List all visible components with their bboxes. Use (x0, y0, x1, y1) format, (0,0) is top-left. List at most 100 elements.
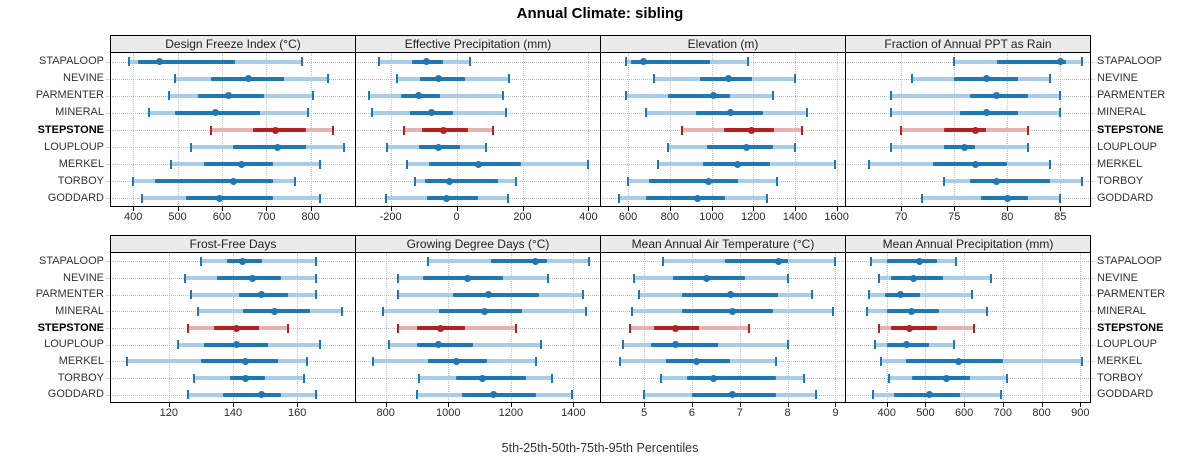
median-dot (640, 58, 648, 66)
axis-tick (1007, 207, 1009, 211)
whisker-cap-high (772, 91, 775, 101)
axis-tick (628, 207, 630, 211)
whisker-cap-low (174, 74, 177, 84)
station-label-right: STEPSTONE (1097, 123, 1164, 136)
panel-strip: Fraction of Annual PPT as Rain (845, 35, 1091, 53)
whisker-cap-low (190, 290, 193, 300)
axis-tick (835, 403, 837, 407)
whisker-cap-low (643, 390, 646, 400)
station-label-right: MERKEL (1097, 157, 1143, 170)
whisker-iqr (233, 145, 307, 150)
whisker-cap-low (879, 356, 882, 366)
station-label-left: MERKEL (58, 354, 104, 367)
station-label-left: STEPSTONE (37, 123, 104, 136)
median-dot (271, 126, 279, 134)
station-label-right: LOUPLOUP (1097, 338, 1157, 351)
gridline-stub-left (106, 278, 110, 279)
median-dot (242, 374, 250, 382)
whisker-cap-low (368, 91, 371, 101)
whisker-cap-low (426, 256, 429, 266)
panel-body (355, 53, 601, 207)
panel-strip: Mean Annual Precipitation (mm) (845, 235, 1091, 253)
whisker-iqr (155, 179, 273, 184)
axis-tick (836, 207, 838, 211)
gridline-h (847, 344, 1089, 346)
station-label-right: PARMENTER (1097, 89, 1166, 102)
whisker-cap-low (406, 159, 409, 169)
panel-title: Frost-Free Days (189, 237, 277, 251)
whisker-cap-low (384, 193, 387, 203)
panel-title: Fraction of Annual PPT as Rain (884, 37, 1052, 51)
whisker-cap-high (1027, 142, 1030, 152)
axis-tick (925, 403, 927, 407)
axis-tick-label: 70 (895, 211, 908, 223)
whisker-cap-low (167, 91, 170, 101)
axis-tick-label: 600 (212, 211, 232, 223)
whisker-cap-high (972, 323, 975, 333)
whisker-cap-high (491, 125, 494, 135)
axis-tick-label: 200 (513, 211, 532, 223)
gridline-stub-right (1091, 261, 1095, 263)
whisker-iqr (886, 259, 937, 264)
median-dot (273, 143, 281, 151)
whisker-iqr (996, 59, 1066, 64)
whisker-cap-high (986, 306, 989, 316)
station-label-right: TORBOY (1097, 174, 1144, 187)
gridline-v (297, 253, 299, 402)
axis-tick (711, 207, 713, 211)
median-dot (463, 274, 471, 282)
median-dot (271, 307, 279, 315)
whisker-cap-low (887, 373, 890, 383)
whisker-cap-high (1059, 91, 1062, 101)
whisker-cap-high (793, 74, 796, 84)
median-dot (702, 274, 710, 282)
gridline-v (168, 253, 170, 402)
axis-tick (964, 403, 966, 407)
whisker-cap-low (372, 356, 375, 366)
whisker-cap-high (286, 323, 289, 333)
gridline-stub-left (106, 261, 110, 263)
station-label-left: STAPALOOP (38, 254, 104, 267)
axis-tick (448, 403, 450, 407)
gridline-stub-right (1091, 61, 1095, 63)
axis-tick (266, 207, 268, 211)
median-dot (490, 391, 498, 399)
gridline-v (177, 53, 179, 206)
station-label-left: GODDARD (47, 191, 104, 204)
whisker-cap-low (874, 340, 877, 350)
median-dot (480, 307, 488, 315)
whisker-cap-low (900, 125, 903, 135)
median-dot (726, 291, 734, 299)
median-dot (428, 109, 436, 117)
axis-tick-label: 800 (660, 211, 679, 223)
axis-tick-label: 400 (579, 211, 598, 223)
whisker-cap-low (659, 373, 662, 383)
axis-tick-label: 800 (1032, 407, 1051, 419)
median-dot (993, 92, 1001, 100)
axis-tick-label: 900 (1071, 407, 1090, 419)
whisker-cap-high (294, 176, 297, 186)
gridline-stub-right (1091, 130, 1095, 131)
whisker-cap-low (397, 273, 400, 283)
gridline-stub-right (1091, 361, 1095, 363)
axis-tick (510, 403, 512, 407)
median-dot (671, 324, 679, 332)
median-dot (693, 357, 701, 365)
whisker-cap-high (1059, 193, 1062, 203)
whisker-cap-low (196, 306, 199, 316)
station-label-right: MINERAL (1097, 106, 1146, 119)
whisker-cap-low (872, 390, 875, 400)
median-dot (774, 257, 782, 265)
whisker-cap-high (302, 373, 305, 383)
whisker-cap-low (910, 74, 913, 84)
whisker-cap-high (748, 323, 751, 333)
gridline-stub-left (106, 61, 110, 63)
axis-tick-label: 500 (168, 211, 187, 223)
gridline-stub-right (1091, 112, 1095, 114)
whisker-cap-high (508, 74, 511, 84)
whisker-cap-high (587, 159, 590, 169)
whisker-cap-high (550, 373, 553, 383)
station-label-left: NEVINE (63, 271, 104, 284)
median-dot (671, 341, 679, 349)
